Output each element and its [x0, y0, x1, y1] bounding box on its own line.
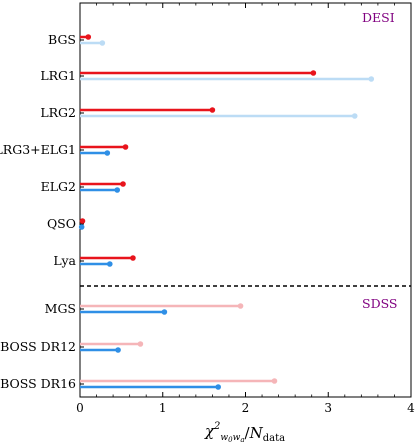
x-tick-label-3: 3	[324, 401, 332, 415]
point-bottom-lrg3-elg1	[104, 150, 111, 156]
survey-label-sdss: SDSS	[362, 296, 398, 311]
point-top-bgs	[85, 34, 92, 40]
point-bottom-boss-dr12	[115, 347, 121, 353]
plot-frame	[79, 2, 412, 398]
category-label-elg2: ELG2	[41, 179, 76, 194]
x-axis-ticks: 0 1 2 3 4	[76, 3, 415, 415]
x-tick-label-4: 4	[407, 401, 415, 415]
point-bottom-lrg2	[351, 113, 358, 119]
point-top-qso	[79, 218, 86, 224]
point-top-lrg1	[310, 70, 317, 76]
point-bottom-qso	[78, 224, 85, 230]
point-top-lya	[130, 255, 136, 261]
x-tick-label-2: 2	[242, 401, 250, 415]
category-label-boss-dr12: BOSS DR12	[0, 339, 76, 354]
x-axis-label: χ2w0wa/Ndata	[204, 421, 285, 444]
point-top-lrg3-elg1	[122, 144, 129, 150]
category-label-bgs: BGS	[48, 32, 76, 47]
survey-label-desi: DESI	[362, 10, 395, 25]
category-label-lrg2: LRG2	[40, 105, 76, 120]
category-label-qso: QSO	[47, 216, 76, 231]
point-top-mgs	[237, 303, 244, 309]
point-bottom-lrg1	[368, 76, 375, 82]
point-bottom-elg2	[114, 187, 121, 193]
point-bottom-bgs	[99, 40, 106, 46]
category-labels: BGS LRG1 LRG2 LRG3+ELG1 ELG2 QSO Lya MGS BOSS DR…	[0, 32, 77, 391]
chart-marks	[78, 34, 375, 390]
point-top-elg2	[120, 181, 126, 187]
x-tick-label-1: 1	[159, 401, 167, 415]
category-label-lya: Lya	[53, 253, 76, 268]
point-top-eboss-dr16	[271, 378, 278, 384]
category-label-eboss-dr16: eBOSS DR16	[0, 376, 76, 391]
point-bottom-lya	[106, 261, 113, 267]
point-bottom-eboss-dr16	[215, 384, 221, 390]
x-tick-label-0: 0	[76, 401, 84, 415]
category-label-lrg3-elg1: LRG3+ELG1	[0, 142, 76, 157]
point-bottom-mgs	[161, 309, 168, 315]
point-top-boss-dr12	[137, 341, 144, 347]
category-label-mgs: MGS	[45, 301, 76, 316]
point-top-lrg2	[209, 107, 216, 113]
category-label-lrg1: LRG1	[40, 68, 76, 83]
